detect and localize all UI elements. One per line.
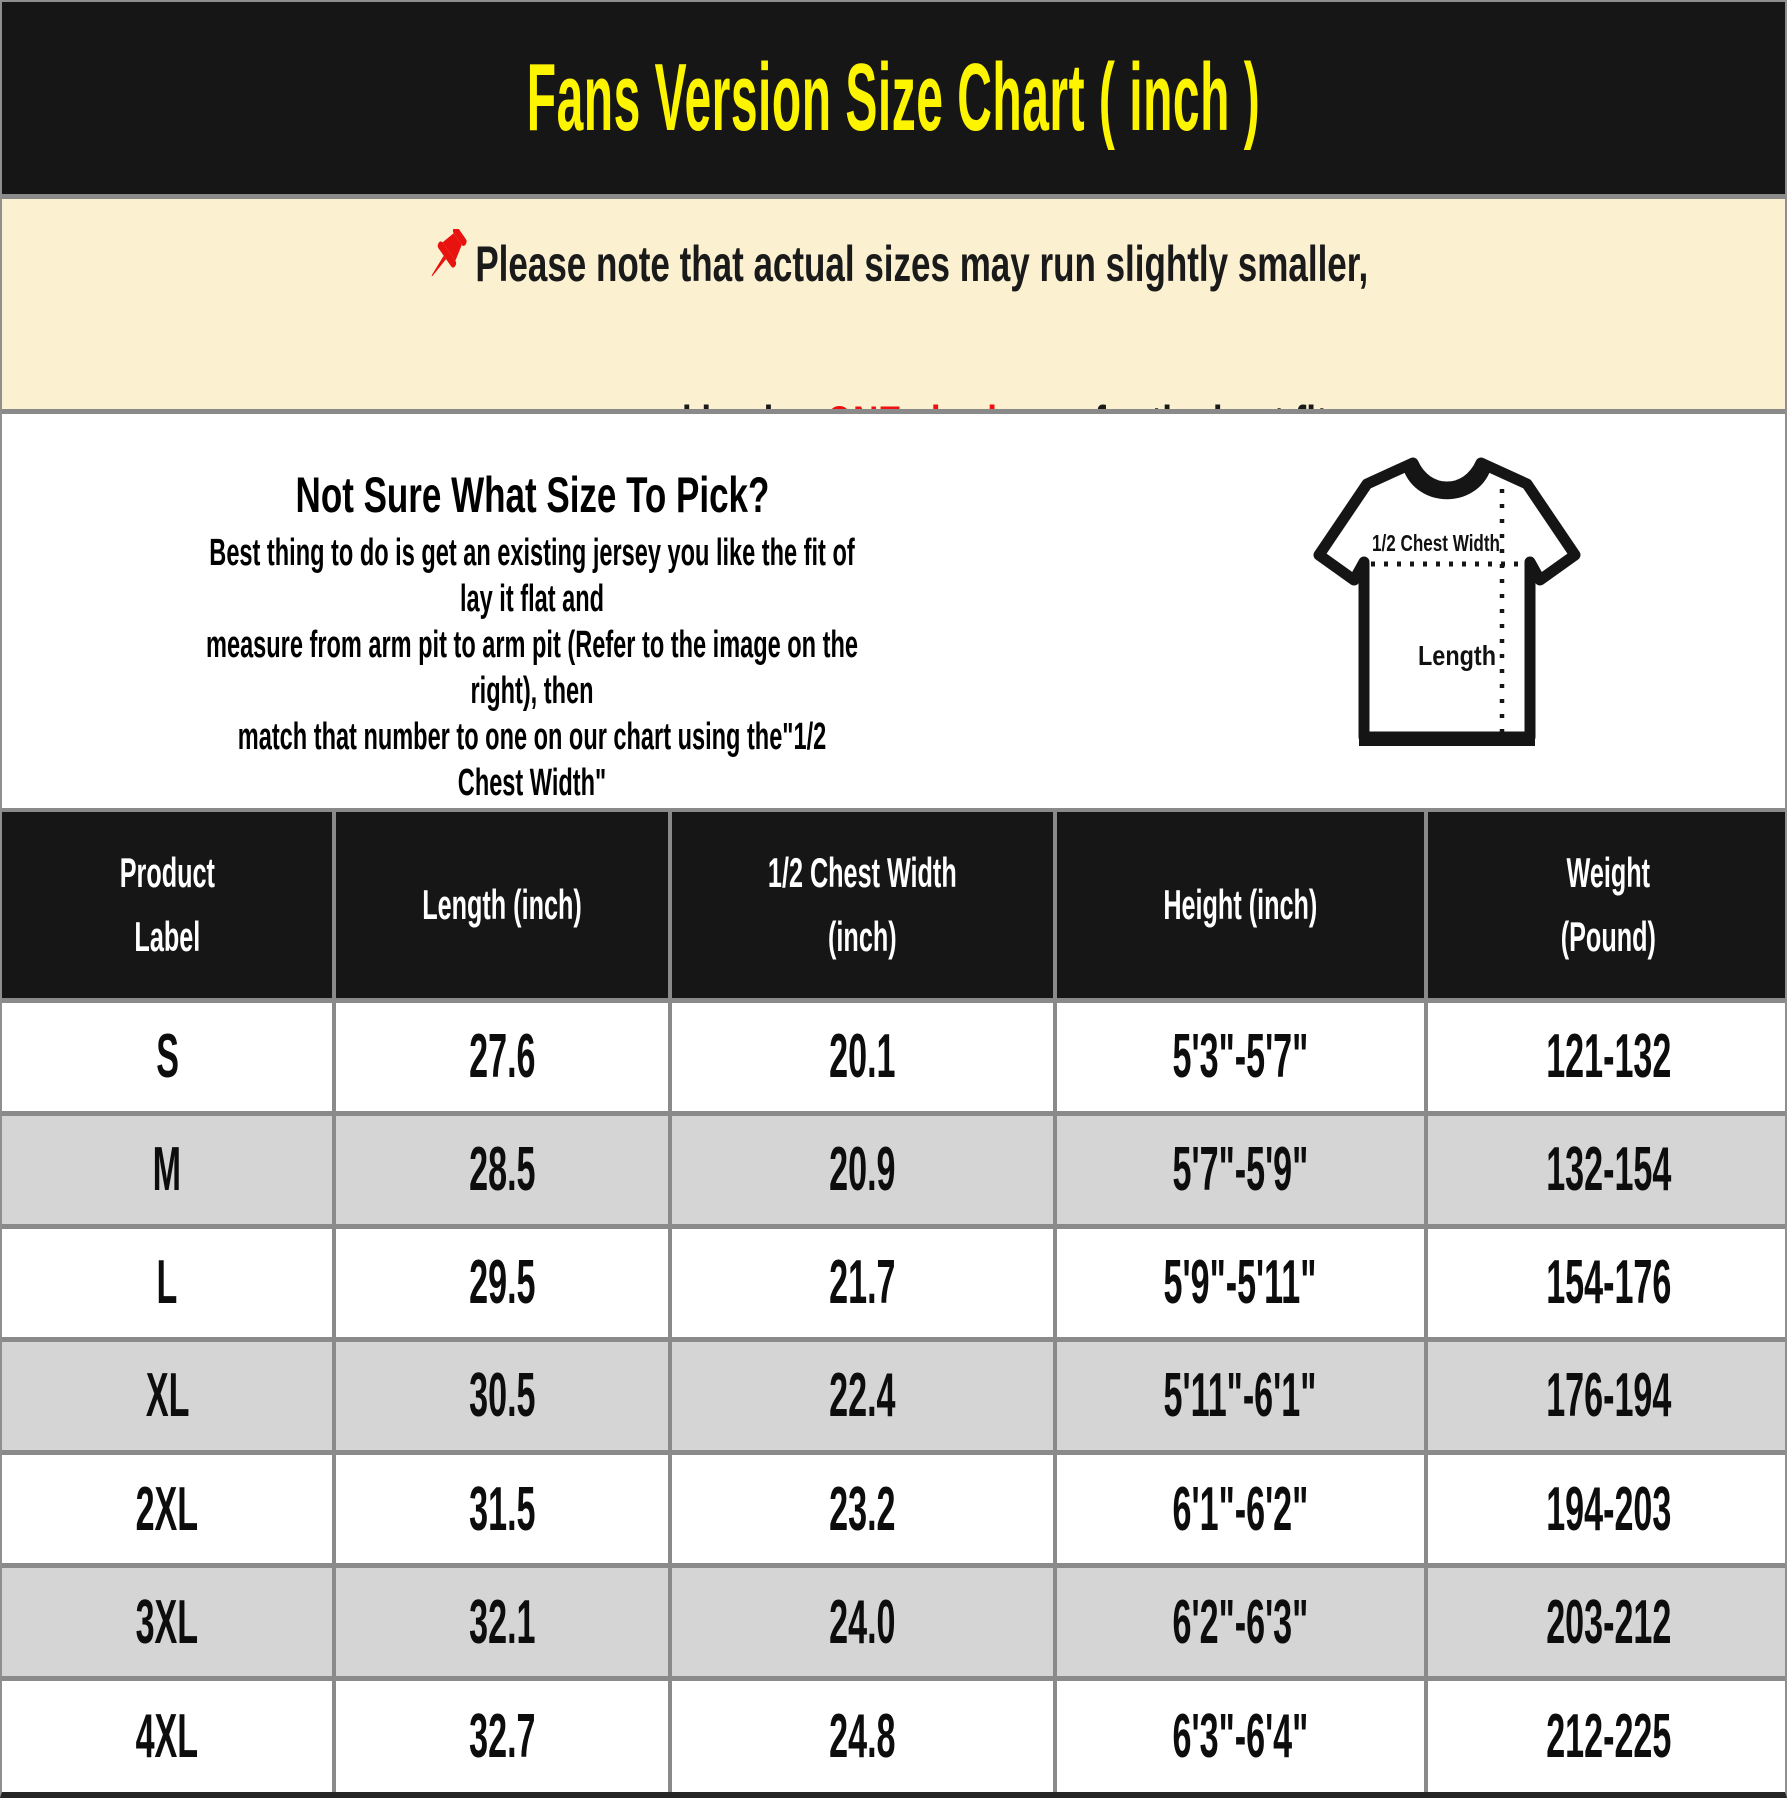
table-row: S 27.6 20.1 5'3"-5'7" 121-132 [2, 997, 1785, 1114]
table-cell: 176-194 [1426, 1336, 1785, 1453]
guide-text-block: Not Sure What Size To Pick? Best thing t… [2, 414, 1062, 852]
guide-heading: Not Sure What Size To Pick? [295, 467, 769, 523]
table-cell: 6'2"-6'3" [1054, 1563, 1429, 1679]
table-cell: XL [2, 1336, 337, 1453]
notice-line-1: Please note that actual sizes may run sl… [216, 144, 1572, 304]
table-cell: 194-203 [1426, 1450, 1785, 1566]
table-row: 4XL 32.7 24.8 6'3"-6'4" 212-225 [2, 1676, 1785, 1792]
column-header: Weight (Pound) [1426, 810, 1785, 1000]
page-title: Fans Version Size Chart ( inch ) [526, 44, 1261, 151]
table-row: L 29.5 21.7 5'9"-5'11" 154-176 [2, 1223, 1785, 1340]
tshirt-diagram: 1/2 Chest Width Length [1313, 457, 1581, 746]
column-header: Height (inch) [1054, 810, 1429, 1000]
size-guide-section: Not Sure What Size To Pick? Best thing t… [2, 414, 1785, 850]
table-cell: 30.5 [334, 1336, 673, 1453]
table-cell: 27.6 [334, 997, 673, 1114]
table-cell: 22.4 [670, 1336, 1057, 1453]
table-cell: 132-154 [1426, 1110, 1785, 1227]
table-cell: 3XL [2, 1563, 337, 1679]
table-header-row: Product Label Length (inch) 1/2 Chest Wi… [2, 810, 1785, 1000]
table-cell: 31.5 [334, 1450, 673, 1566]
size-table: Product Label Length (inch) 1/2 Chest Wi… [2, 808, 1785, 1792]
table-cell: 32.1 [334, 1563, 673, 1679]
table-row: 2XL 31.5 23.2 6'1"-6'2" 194-203 [2, 1450, 1785, 1566]
notice-text-1: Please note that actual sizes may run sl… [475, 236, 1368, 292]
table-cell: M [2, 1110, 337, 1227]
title-bar: Fans Version Size Chart ( inch ) [2, 2, 1785, 194]
table-cell: 5'7"-5'9" [1054, 1110, 1429, 1227]
table-cell: 20.9 [670, 1110, 1057, 1227]
collar-line [1403, 465, 1491, 500]
table-cell: 32.7 [334, 1676, 673, 1792]
table-cell: 21.7 [670, 1223, 1057, 1340]
table-cell: 29.5 [334, 1223, 673, 1340]
hem-bar [1359, 733, 1535, 746]
column-header: Length (inch) [334, 810, 673, 1000]
table-cell: 2XL [2, 1450, 337, 1566]
table-cell: 5'9"-5'11" [1054, 1223, 1429, 1340]
table-cell: 28.5 [334, 1110, 673, 1227]
table-row: XL 30.5 22.4 5'11"-6'1" 176-194 [2, 1336, 1785, 1453]
table-cell: L [2, 1223, 337, 1340]
table-cell: 154-176 [1426, 1223, 1785, 1340]
divider [2, 194, 1785, 199]
table-cell: 4XL [2, 1676, 337, 1792]
table-cell: 5'3"-5'7" [1054, 997, 1429, 1114]
divider [2, 409, 1785, 414]
length-label: Length [1418, 640, 1496, 671]
table-cell: 6'3"-6'4" [1054, 1676, 1429, 1792]
guide-body: Best thing to do is get an existing jers… [206, 532, 858, 850]
chest-width-label: 1/2 Chest Width [1372, 530, 1500, 556]
column-header: 1/2 Chest Width (inch) [670, 810, 1057, 1000]
table-cell: 212-225 [1426, 1676, 1785, 1792]
table-cell: S [2, 997, 337, 1114]
table-cell: 24.8 [670, 1676, 1057, 1792]
table-cell: 24.0 [670, 1563, 1057, 1679]
pushpin-icon [431, 226, 467, 277]
table-cell: 23.2 [670, 1450, 1057, 1566]
table-cell: 5'11"-6'1" [1054, 1336, 1429, 1453]
notice-band: Please note that actual sizes may run sl… [2, 199, 1785, 452]
table-cell: 121-132 [1426, 997, 1785, 1114]
table-cell: 6'1"-6'2" [1054, 1450, 1429, 1566]
table-cell: 203-212 [1426, 1563, 1785, 1679]
column-header: Product Label [2, 810, 337, 1000]
table-cell: 20.1 [670, 997, 1057, 1114]
table-row: M 28.5 20.9 5'7"-5'9" 132-154 [2, 1110, 1785, 1227]
table-row: 3XL 32.1 24.0 6'2"-6'3" 203-212 [2, 1563, 1785, 1679]
